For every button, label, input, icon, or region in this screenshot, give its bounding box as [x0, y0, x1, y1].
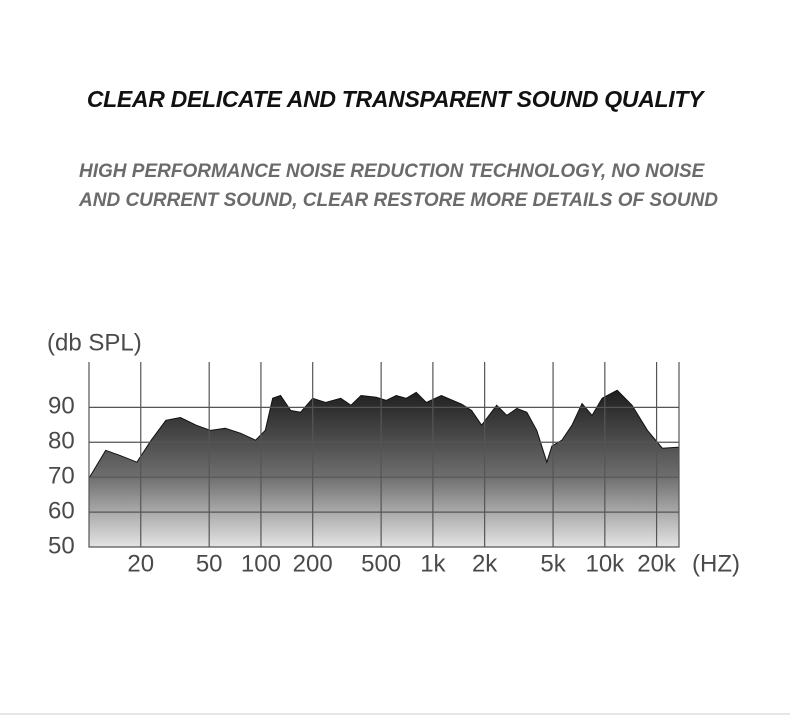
x-tick-label: 200	[293, 550, 333, 577]
x-tick-label: 1k	[420, 550, 446, 577]
x-tick-label: 20k	[637, 550, 677, 577]
y-tick-label: 90	[48, 393, 75, 420]
x-tick-label: 10k	[585, 550, 625, 577]
x-tick-label: 50	[196, 550, 223, 577]
title: CLEAR DELICATE AND TRANSPARENT SOUND QUA…	[86, 86, 704, 112]
y-tick-label: 60	[48, 497, 75, 524]
y-tick-label: 80	[48, 428, 75, 455]
x-tick-label: 100	[241, 550, 281, 577]
x-tick-label: 500	[361, 550, 401, 577]
subtitle: HIGH PERFORMANCE NOISE REDUCTION TECHNOL…	[79, 161, 718, 211]
y-axis-label: (db SPL)	[47, 329, 142, 356]
x-tick-label: 20	[127, 550, 154, 577]
response-area	[88, 389, 680, 548]
plot-over	[88, 362, 680, 548]
plot-under	[88, 389, 680, 548]
y-tick-label: 70	[48, 463, 75, 490]
x-tick-label: 2k	[472, 550, 498, 577]
x-axis-label: (HZ)	[692, 550, 740, 577]
x-tick-label: 5k	[540, 550, 566, 577]
y-tick-label: 50	[48, 532, 75, 559]
